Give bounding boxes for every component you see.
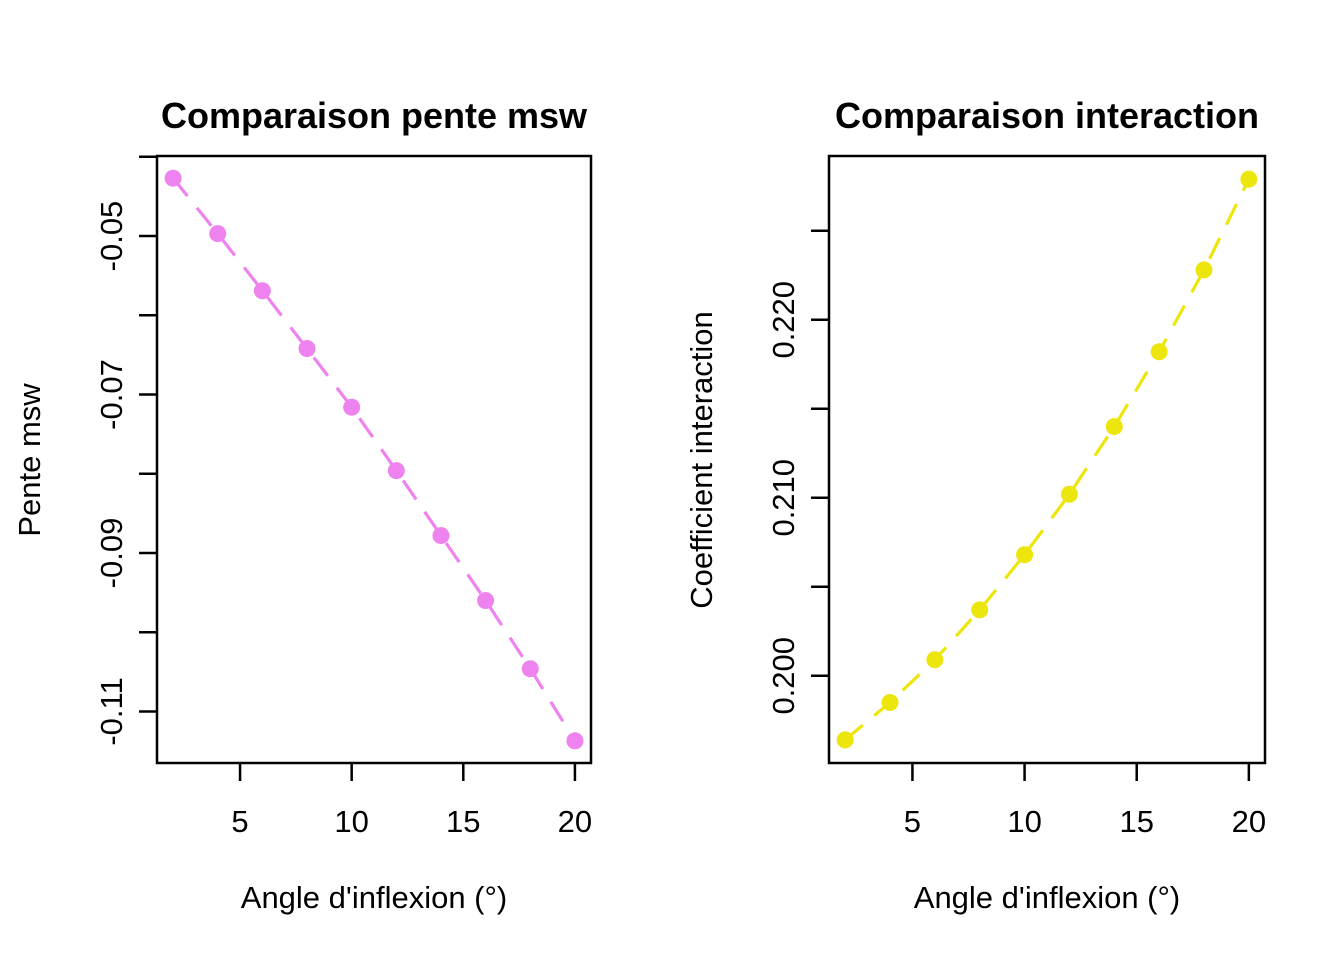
data-point xyxy=(387,462,405,480)
x-tick-label: 20 xyxy=(558,804,592,839)
data-point xyxy=(1240,170,1258,188)
x-tick-label: 20 xyxy=(1232,804,1266,839)
y-tick-label: -0.09 xyxy=(94,518,129,589)
data-point xyxy=(926,651,944,669)
series-line xyxy=(844,178,1251,742)
right-panel-title: Comparaison interaction xyxy=(835,95,1259,136)
data-point xyxy=(1150,343,1168,361)
data-point xyxy=(521,660,539,678)
y-tick-label: -0.05 xyxy=(94,201,129,272)
x-tick-label: 10 xyxy=(334,804,368,839)
data-point xyxy=(343,398,361,416)
y-tick-label: -0.07 xyxy=(94,359,129,430)
right-x-axis-label: Angle d'inflexion (°) xyxy=(914,880,1180,915)
x-tick-label: 15 xyxy=(1119,804,1153,839)
data-point xyxy=(1016,546,1034,564)
left-x-axis-label: Angle d'inflexion (°) xyxy=(241,880,507,915)
x-tick-label: 10 xyxy=(1007,804,1041,839)
data-point xyxy=(971,601,989,619)
x-tick-label: 5 xyxy=(231,804,248,839)
x-tick-label: 15 xyxy=(446,804,480,839)
data-point xyxy=(432,527,450,545)
y-tick-label: -0.11 xyxy=(94,677,129,745)
x-tick-label: 5 xyxy=(904,804,921,839)
y-tick-label: 0.210 xyxy=(766,459,801,537)
data-point xyxy=(1060,485,1078,503)
y-tick-label: 0.220 xyxy=(766,281,801,359)
data-point xyxy=(253,282,271,300)
data-point xyxy=(836,731,854,749)
plot-box xyxy=(827,154,1267,765)
data-point xyxy=(164,169,182,187)
left-y-axis-label: Pente msw xyxy=(12,383,47,537)
right-y-axis-label: Coefficient interaction xyxy=(684,311,719,609)
data-point xyxy=(1105,418,1123,436)
left-panel: 5 10 15 20 -0.11 -0.09 -0.07 -0.05 xyxy=(94,154,593,839)
data-point xyxy=(1195,261,1213,279)
data-point xyxy=(298,340,316,358)
series-line xyxy=(171,177,577,742)
plot-box xyxy=(155,154,593,765)
data-point xyxy=(477,592,495,610)
data-point xyxy=(566,732,584,750)
data-point xyxy=(881,693,899,711)
left-panel-title: Comparaison pente msw xyxy=(161,95,588,136)
y-tick-label: 0.200 xyxy=(766,637,801,715)
right-panel: 5 10 15 20 0.200 0.210 0.220 xyxy=(766,154,1267,839)
data-point xyxy=(209,225,227,243)
